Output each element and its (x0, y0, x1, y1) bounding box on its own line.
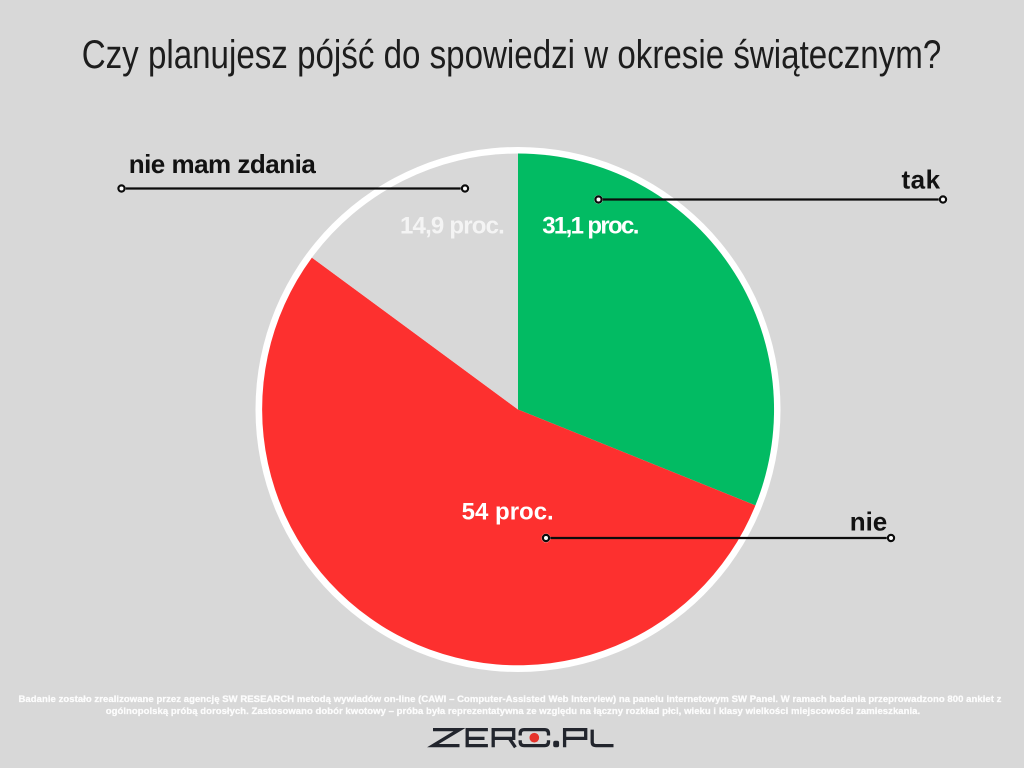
svg-text:nie: nie (850, 507, 888, 537)
svg-text:31,1 proc.: 31,1 proc. (542, 213, 639, 240)
svg-text:Badanie zostało zrealizowane: Badanie zostało zrealizowane przez agenc… (19, 694, 1002, 705)
svg-text:tak: tak (901, 165, 940, 195)
svg-text:54 proc.: 54 proc. (462, 499, 554, 526)
svg-text:Czy planujesz pójść do spowied: Czy planujesz pójść do spowiedzi w okres… (82, 32, 942, 77)
svg-text:ogólnopolską próbą dorosłych.: ogólnopolską próbą dorosłych. Zastosowan… (106, 706, 920, 717)
svg-text:14,9 proc.: 14,9 proc. (400, 213, 504, 240)
svg-text:nie mam zdania: nie mam zdania (129, 149, 317, 179)
